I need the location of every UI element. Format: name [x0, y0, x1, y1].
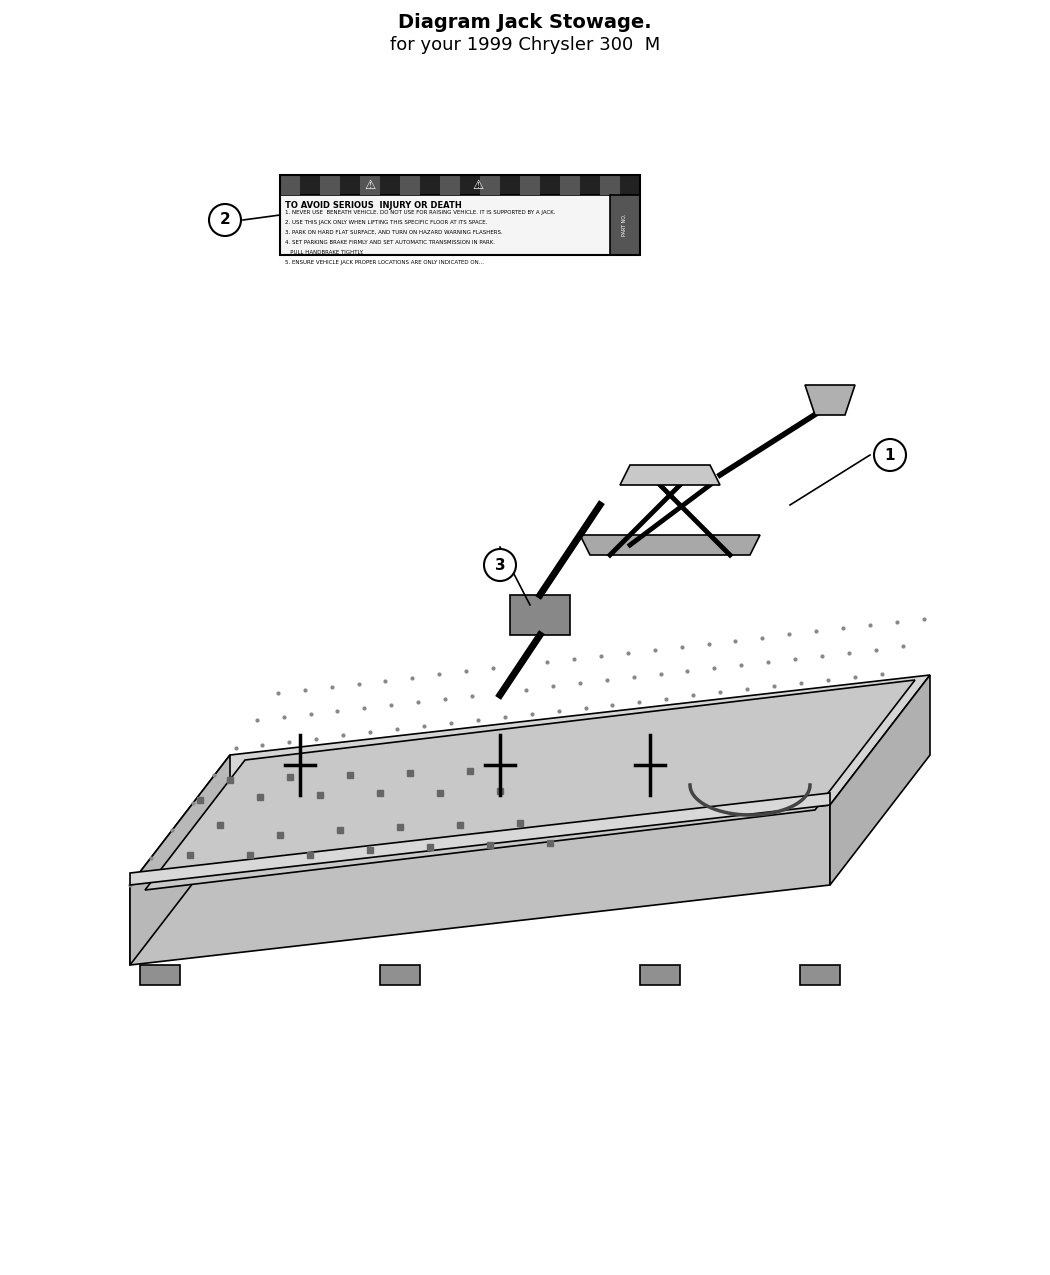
Polygon shape	[480, 175, 500, 195]
Polygon shape	[130, 674, 930, 885]
Polygon shape	[560, 175, 580, 195]
Polygon shape	[360, 175, 380, 195]
Text: PULL HANDBRAKE TIGHTLY.: PULL HANDBRAKE TIGHTLY.	[285, 250, 363, 255]
Text: TO AVOID SERIOUS  INJURY OR DEATH: TO AVOID SERIOUS INJURY OR DEATH	[285, 201, 462, 210]
Polygon shape	[440, 175, 460, 195]
Circle shape	[484, 550, 516, 581]
Text: 5. ENSURE VEHICLE JACK PROPER LOCATIONS ARE ONLY INDICATED ON...: 5. ENSURE VEHICLE JACK PROPER LOCATIONS …	[285, 260, 484, 265]
Text: 1: 1	[885, 448, 896, 463]
Text: 3. PARK ON HARD FLAT SURFACE, AND TURN ON HAZARD WARNING FLASHERS.: 3. PARK ON HARD FLAT SURFACE, AND TURN O…	[285, 230, 503, 235]
Text: Diagram Jack Stowage.: Diagram Jack Stowage.	[398, 14, 652, 32]
Circle shape	[874, 439, 906, 470]
Polygon shape	[830, 674, 930, 885]
Polygon shape	[130, 755, 230, 965]
Polygon shape	[610, 195, 640, 255]
Polygon shape	[640, 965, 680, 986]
Polygon shape	[580, 536, 760, 555]
Circle shape	[209, 204, 242, 236]
Polygon shape	[140, 965, 180, 986]
Text: 2. USE THIS JACK ONLY WHEN LIFTING THIS SPECIFIC FLOOR AT ITS SPACE.: 2. USE THIS JACK ONLY WHEN LIFTING THIS …	[285, 221, 487, 224]
Polygon shape	[145, 680, 915, 890]
Polygon shape	[320, 175, 340, 195]
Text: for your 1999 Chrysler 300  M: for your 1999 Chrysler 300 M	[390, 36, 660, 54]
Text: ⚠: ⚠	[364, 179, 376, 191]
Polygon shape	[130, 793, 830, 885]
Polygon shape	[380, 965, 420, 986]
Polygon shape	[130, 805, 830, 965]
Text: PART NO.: PART NO.	[623, 214, 628, 236]
Text: 2: 2	[219, 213, 230, 227]
Text: 1. NEVER USE  BENEATH VEHICLE. DO NOT USE FOR RAISING VEHICLE. IT IS SUPPORTED B: 1. NEVER USE BENEATH VEHICLE. DO NOT USE…	[285, 210, 555, 215]
Text: 4. SET PARKING BRAKE FIRMLY AND SET AUTOMATIC TRANSMISSION IN PARK.: 4. SET PARKING BRAKE FIRMLY AND SET AUTO…	[285, 240, 495, 245]
Polygon shape	[510, 595, 570, 635]
Polygon shape	[805, 385, 855, 414]
Polygon shape	[520, 175, 540, 195]
Polygon shape	[400, 175, 420, 195]
Polygon shape	[280, 175, 640, 195]
Polygon shape	[620, 465, 720, 484]
Polygon shape	[280, 175, 300, 195]
Text: ⚠: ⚠	[472, 179, 484, 191]
Text: 3: 3	[495, 557, 505, 572]
Polygon shape	[280, 195, 640, 255]
Polygon shape	[800, 965, 840, 986]
Polygon shape	[600, 175, 620, 195]
